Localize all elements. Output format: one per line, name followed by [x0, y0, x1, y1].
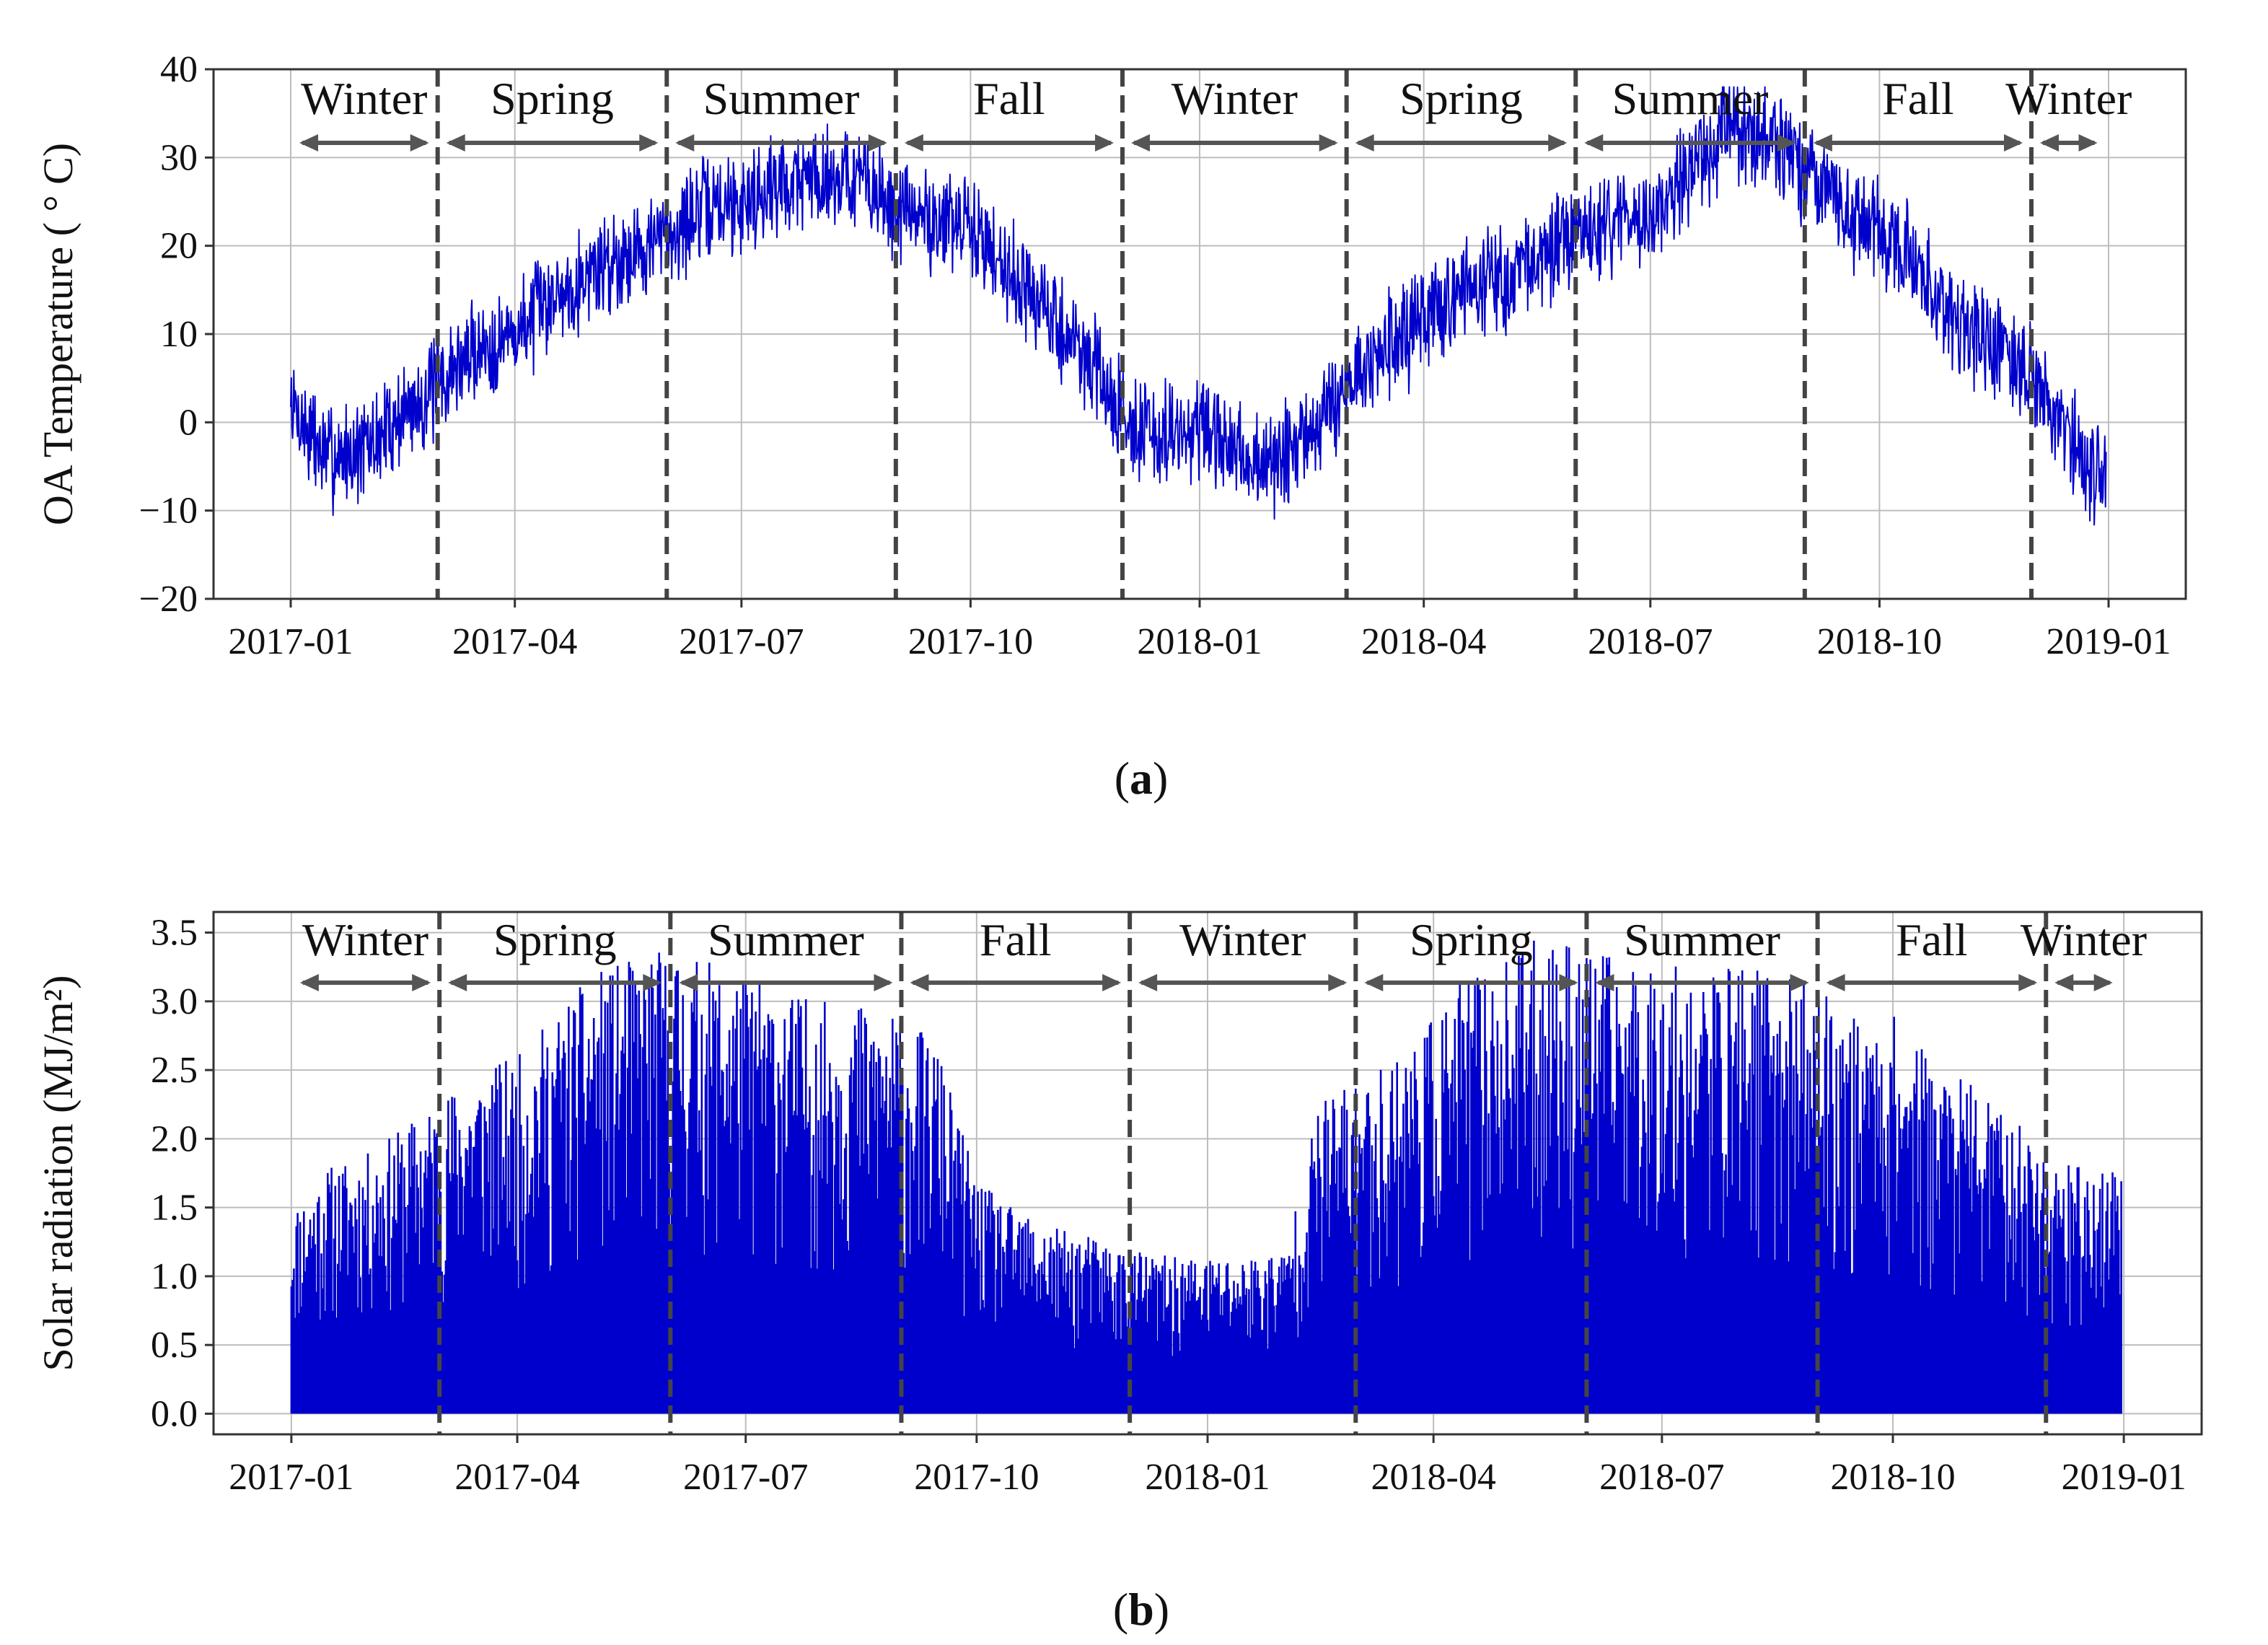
x-tick-label: 2019-01: [2046, 621, 2171, 662]
x-tick-label: 2018-01: [1145, 1457, 1270, 1498]
season-label: Fall: [1896, 914, 1968, 965]
season-label: Winter: [2021, 914, 2147, 965]
season-span-arrow: [1138, 974, 1348, 991]
y-tick-label: 2.0: [151, 1118, 198, 1159]
panel-b-y-axis-label: Solar radiation (MJ/m²): [35, 975, 82, 1372]
solar-radiation-bars: [290, 940, 2122, 1414]
x-tick-label: 2017-10: [914, 1457, 1039, 1498]
season-span-arrow: [904, 134, 1114, 152]
y-tick-label: 0.5: [151, 1325, 198, 1366]
season-span-arrow: [1813, 134, 2023, 152]
y-tick-label: 30: [160, 137, 198, 178]
x-tick-label: 2018-01: [1137, 621, 1262, 662]
y-tick-label: 1.0: [151, 1256, 198, 1297]
x-tick-label: 2017-10: [908, 621, 1033, 662]
season-span-arrow: [1364, 974, 1578, 991]
x-tick-label: 2017-01: [228, 621, 353, 662]
season-span-arrow: [1130, 134, 1338, 152]
x-tick-label: 2017-04: [454, 1457, 579, 1498]
x-tick-label: 2019-01: [2061, 1457, 2186, 1498]
x-tick-label: 2018-10: [1817, 621, 1942, 662]
season-label: Winter: [2005, 73, 2132, 124]
y-tick-label: 3.0: [151, 981, 198, 1022]
season-label: Winter: [302, 914, 428, 965]
y-tick-label: 2.5: [151, 1050, 198, 1091]
caption-a: (a): [1115, 753, 1169, 804]
season-span-arrow: [1595, 974, 1809, 991]
y-tick-label: −10: [139, 491, 198, 532]
season-label: Winter: [1179, 914, 1306, 965]
x-tick-label: 2018-10: [1830, 1457, 1955, 1498]
season-span-arrow: [299, 134, 429, 152]
panel-b-data: [290, 940, 2122, 1414]
panel-a-y-axis-label: OA Temperature ( ° C): [35, 143, 82, 525]
season-label: Spring: [1399, 73, 1523, 124]
panel-b-x-ticks: 2017-01 2017-04 2017-07 2017-10 2018-01 2018-…: [229, 1434, 2186, 1498]
season-span-arrow: [2054, 974, 2113, 991]
season-label: Fall: [1882, 73, 1954, 124]
y-tick-label: 1.5: [151, 1188, 198, 1229]
season-span-arrow: [1584, 134, 1796, 152]
season-label: Spring: [493, 914, 617, 965]
y-tick-label: 40: [160, 49, 198, 90]
season-span-arrow: [910, 974, 1122, 991]
season-label: Fall: [980, 914, 1052, 965]
season-label: Summer: [1612, 73, 1769, 124]
x-tick-label: 2017-07: [683, 1457, 808, 1498]
y-tick-label: 0: [179, 402, 198, 443]
season-span-arrow: [1355, 134, 1568, 152]
caption-b: (b): [1113, 1584, 1169, 1635]
panel-b-season-labels: Winter Spring Summer Fall Winter Spring Summer…: [299, 914, 2147, 991]
season-label: Spring: [491, 73, 614, 124]
x-tick-label: 2017-07: [679, 621, 804, 662]
season-span-arrow: [679, 974, 893, 991]
y-tick-label: −20: [139, 579, 198, 620]
panel-a-season-boundaries: [435, 69, 2034, 599]
panel-b-y-ticks: 0.0 0.5 1.0 1.5 2.0 2.5 3.0 3.5: [151, 913, 214, 1434]
season-span-arrow: [1826, 974, 2038, 991]
panel-b-solar-radiation-chart: Winter Spring Summer Fall Winter Spring Summer…: [35, 911, 2203, 1498]
season-span-arrow: [2039, 134, 2098, 152]
x-tick-label: 2018-07: [1588, 621, 1713, 662]
season-label: Spring: [1410, 914, 1533, 965]
y-tick-label: 10: [160, 314, 198, 355]
x-tick-label: 2018-07: [1599, 1457, 1724, 1498]
x-tick-label: 2018-04: [1361, 621, 1486, 662]
panel-a-data: [290, 86, 2107, 526]
x-tick-label: 2017-01: [229, 1457, 353, 1498]
y-tick-label: 3.5: [151, 913, 198, 954]
season-label: Fall: [973, 73, 1045, 124]
panel-a-season-labels: Winter Spring Summer Fall Winter Spring Summer…: [299, 73, 2132, 152]
panel-a-y-ticks: −20 −10 0 10 20 30 40: [139, 49, 214, 620]
season-label: Summer: [1624, 914, 1780, 965]
temperature-series-line: [290, 86, 2107, 526]
y-tick-label: 20: [160, 226, 198, 267]
panel-a-temperature-chart: Winter Spring Summer Fall Winter Spring Summer…: [35, 49, 2187, 662]
panel-b-season-boundaries: [437, 912, 2049, 1434]
panel-a-x-ticks: 2017-01 2017-04 2017-07 2017-10 2018-01 2018-…: [228, 599, 2171, 662]
season-label: Summer: [703, 73, 860, 124]
season-span-arrow: [446, 134, 659, 152]
season-span-arrow: [675, 134, 887, 152]
season-span-arrow: [448, 974, 662, 991]
season-label: Summer: [708, 914, 864, 965]
x-tick-label: 2018-04: [1371, 1457, 1496, 1498]
season-label: Winter: [1172, 73, 1298, 124]
y-tick-label: 0.0: [151, 1393, 198, 1434]
season-label: Winter: [301, 73, 427, 124]
x-tick-label: 2017-04: [452, 621, 577, 662]
season-span-arrow: [299, 974, 431, 991]
